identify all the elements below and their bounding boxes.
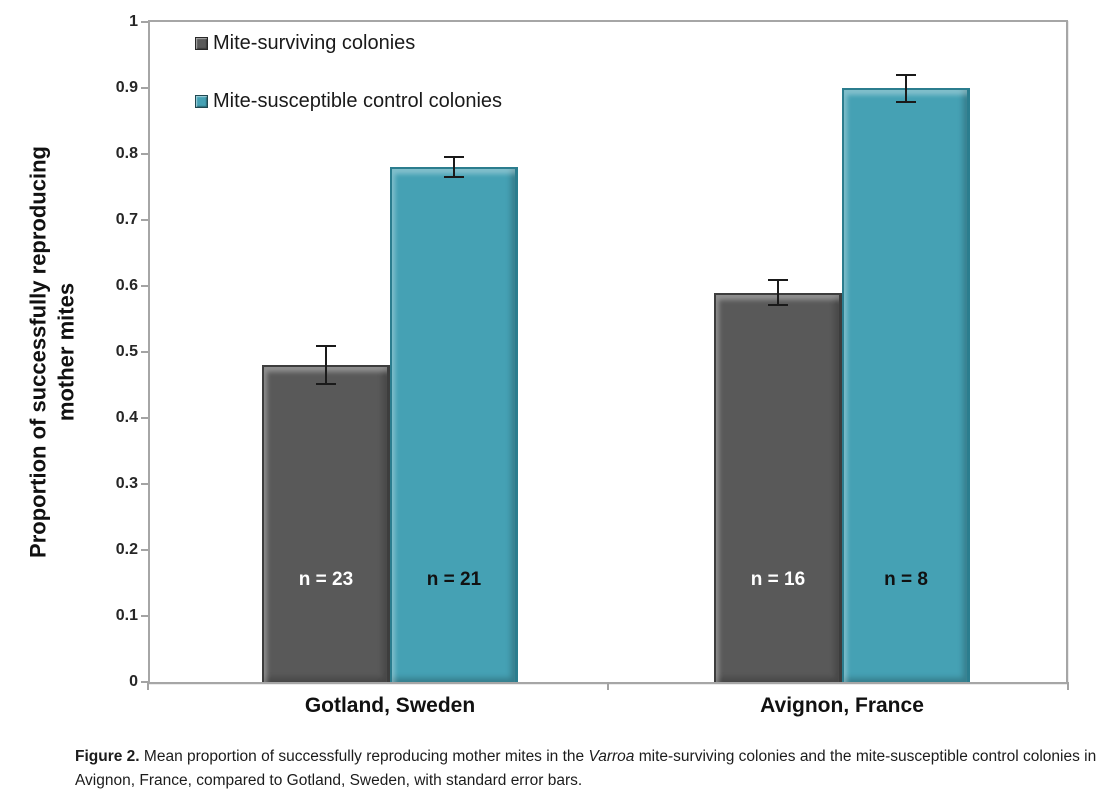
y-tick-mark — [141, 615, 148, 617]
figure-caption-text-1: Mean proportion of successfully reproduc… — [139, 748, 589, 765]
y-tick-label-0-2: 0.2 — [115, 541, 138, 558]
x-tick-mark — [607, 682, 609, 690]
y-tick-mark — [141, 351, 148, 353]
legend-item-mite-susceptible: Mite-susceptible control colonies — [195, 88, 502, 114]
y-tick-label-0-8: 0.8 — [115, 145, 138, 162]
y-tick-mark — [141, 549, 148, 551]
error-bar-mite-susceptible-control-colonies-avignon-france — [896, 73, 916, 103]
y-tick-label-0: 0 — [129, 673, 138, 690]
y-tick-label-0-9: 0.9 — [115, 79, 138, 96]
y-tick-label-0-5: 0.5 — [115, 343, 138, 360]
error-bar-mite-surviving-colonies-gotland-sweden — [316, 345, 336, 385]
y-tick-mark — [141, 153, 148, 155]
bar-mite-susceptible-control-colonies-gotland-sweden — [390, 167, 518, 682]
plot-area: Mite-surviving colonies Mite-susceptible… — [148, 20, 1068, 684]
y-tick-label-0-3: 0.3 — [115, 475, 138, 492]
y-tick-mark — [141, 285, 148, 287]
y-tick-mark — [141, 21, 148, 23]
legend: Mite-surviving colonies Mite-susceptible… — [195, 30, 502, 146]
bar-mite-surviving-colonies-avignon-france — [714, 292, 842, 682]
y-tick-label-0-7: 0.7 — [115, 211, 138, 228]
figure-caption-label: Figure 2. — [75, 748, 140, 765]
legend-item-mite-surviving: Mite-surviving colonies — [195, 30, 502, 56]
y-tick-mark — [141, 219, 148, 221]
y-tick-mark — [141, 417, 148, 419]
legend-swatch-teal-icon — [195, 94, 208, 108]
y-tick-mark — [141, 87, 148, 89]
bar-n-label-mite-susceptible-control-colonies-avignon-france: n = 8 — [884, 569, 928, 590]
bar-mite-surviving-colonies-gotland-sweden — [262, 365, 390, 682]
y-axis-title: Proportion of successfully reproducing m… — [25, 146, 80, 558]
x-axis-label-avignon: Avignon, France — [760, 694, 924, 717]
figure-caption-text-2: mite-surviving colonies and the mite-sus… — [75, 748, 1097, 790]
y-axis-title-line1: Proportion of successfully reproducing — [25, 146, 51, 558]
figure-caption-italic-varroa: Varroa — [588, 748, 635, 765]
figure-caption: Figure 2. Mean proportion of successfull… — [75, 745, 1107, 793]
y-tick-label-0-6: 0.6 — [115, 277, 138, 294]
y-tick-label-1: 1 — [129, 13, 138, 30]
y-axis-title-line2: mother mites — [53, 282, 78, 422]
legend-label-mite-susceptible: Mite-susceptible control colonies — [213, 89, 503, 112]
legend-swatch-gray-icon — [195, 36, 208, 50]
bar-n-label-mite-susceptible-control-colonies-gotland-sweden: n = 21 — [426, 569, 482, 590]
y-tick-label-0-1: 0.1 — [115, 607, 138, 624]
y-tick-label-0-4: 0.4 — [115, 409, 138, 426]
y-tick-mark — [141, 681, 148, 683]
x-tick-mark — [147, 682, 149, 690]
bar-n-label-mite-surviving-colonies-avignon-france: n = 16 — [750, 569, 806, 590]
bar-mite-susceptible-control-colonies-avignon-france — [842, 88, 970, 682]
x-tick-mark — [1067, 682, 1069, 690]
error-bar-mite-surviving-colonies-avignon-france — [768, 279, 788, 306]
y-tick-mark — [141, 483, 148, 485]
error-bar-mite-susceptible-control-colonies-gotland-sweden — [444, 155, 464, 179]
bar-n-label-mite-surviving-colonies-gotland-sweden: n = 23 — [298, 569, 354, 590]
legend-label-mite-surviving: Mite-surviving colonies — [213, 31, 416, 54]
x-axis-label-gotland: Gotland, Sweden — [304, 694, 476, 717]
